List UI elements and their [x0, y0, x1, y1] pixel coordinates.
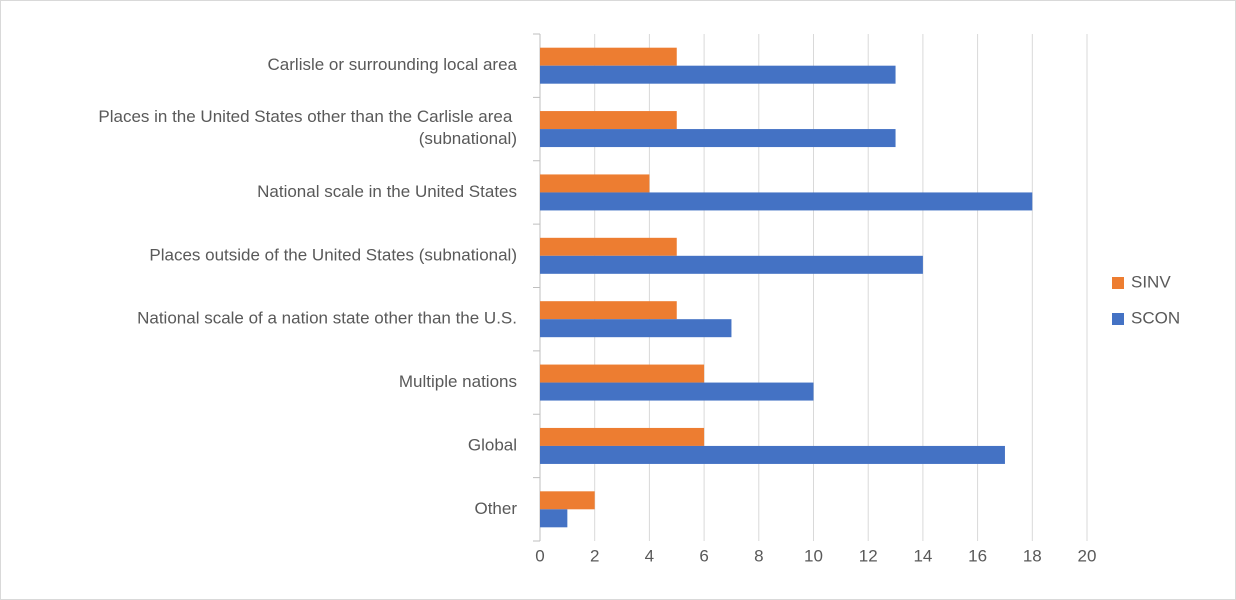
x-tick-label: 8 — [754, 546, 763, 565]
bar — [540, 301, 677, 320]
y-tick-label: National scale in the United States — [257, 182, 517, 201]
label-line: (subnational) — [419, 130, 517, 149]
y-tick-label: Carlisle or surrounding local area — [268, 55, 518, 74]
bar — [540, 255, 923, 274]
bar — [540, 382, 814, 401]
x-tick-label: 12 — [859, 546, 878, 565]
bar — [540, 192, 1033, 211]
bar — [540, 129, 896, 148]
x-tick-label: 6 — [699, 546, 708, 565]
label-line: Places in the United States other than t… — [98, 108, 517, 127]
y-tick-label: Other — [474, 499, 517, 518]
y-tick-label: Places outside of the United States (sub… — [149, 245, 517, 264]
bar — [540, 174, 650, 193]
x-tick-label: 20 — [1078, 546, 1097, 565]
legend-swatch — [1112, 313, 1124, 325]
bar — [540, 47, 677, 66]
y-tick-label: Places in the United States other than t… — [98, 108, 517, 149]
legend-label: SINV — [1131, 272, 1171, 291]
x-tick-label: 18 — [1023, 546, 1042, 565]
bar — [540, 111, 677, 130]
legend-label: SCON — [1131, 308, 1180, 327]
x-tick-label: 4 — [645, 546, 654, 565]
bar — [540, 65, 896, 84]
legend-swatch — [1112, 277, 1124, 289]
x-tick-label: 16 — [968, 546, 987, 565]
y-tick-label: Global — [468, 435, 517, 454]
bar — [540, 509, 568, 528]
bar — [540, 237, 677, 256]
y-tick-label: National scale of a nation state other t… — [137, 309, 517, 328]
bar — [540, 319, 732, 338]
x-tick-label: 2 — [590, 546, 599, 565]
x-tick-label: 10 — [804, 546, 823, 565]
y-tick-label: Multiple nations — [399, 372, 517, 391]
x-tick-label: 0 — [535, 546, 544, 565]
bar — [540, 364, 705, 383]
x-tick-label: 14 — [913, 546, 932, 565]
bar — [540, 445, 1005, 464]
bar — [540, 491, 595, 510]
bar — [540, 427, 705, 446]
